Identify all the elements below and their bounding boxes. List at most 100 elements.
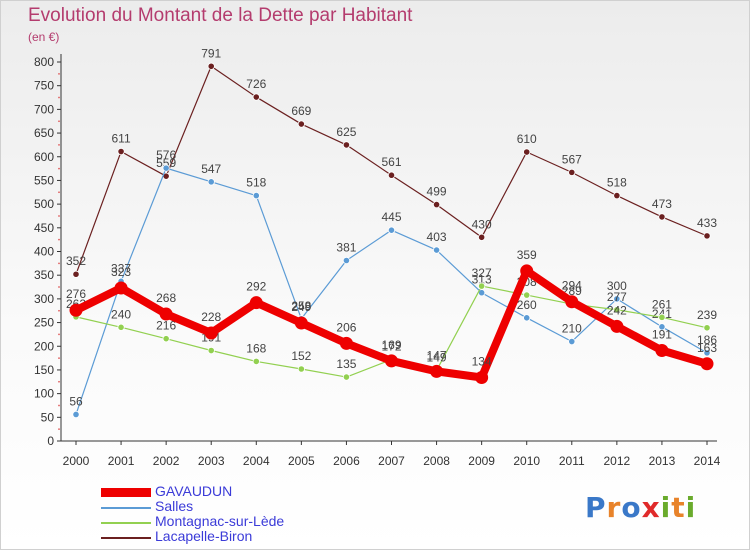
data-label: 147 bbox=[427, 348, 447, 362]
data-label: 327 bbox=[472, 266, 492, 280]
data-label: 499 bbox=[427, 185, 447, 199]
data-point bbox=[387, 226, 396, 234]
data-label: 249 bbox=[291, 300, 311, 314]
data-point bbox=[204, 326, 218, 340]
chart-title: Evolution du Montant de la Dette par Hab… bbox=[28, 5, 413, 26]
data-label: 149 bbox=[427, 350, 447, 364]
legend-label: Salles bbox=[155, 498, 194, 514]
y-tick-label: 650 bbox=[34, 126, 54, 140]
y-tick-label: 50 bbox=[41, 410, 55, 424]
y-tick-label: 550 bbox=[34, 173, 54, 187]
x-tick-label: 2012 bbox=[604, 454, 631, 468]
data-point bbox=[385, 354, 398, 368]
data-label: 403 bbox=[427, 230, 447, 244]
data-point bbox=[568, 337, 576, 346]
data-label: 323 bbox=[111, 265, 131, 279]
data-label: 359 bbox=[517, 248, 537, 262]
data-point bbox=[565, 295, 579, 309]
data-point bbox=[520, 264, 534, 278]
x-tick-label: 2008 bbox=[423, 454, 450, 468]
data-label: 276 bbox=[66, 287, 86, 301]
legend-swatch bbox=[101, 537, 151, 539]
y-minor-tick bbox=[58, 144, 60, 146]
proxiti-logo: Proxiti bbox=[585, 491, 696, 524]
data-label: 726 bbox=[246, 77, 266, 91]
y-tick-label: 450 bbox=[34, 221, 54, 235]
data-point bbox=[613, 306, 621, 314]
data-point bbox=[478, 233, 486, 241]
y-minor-tick bbox=[58, 333, 60, 336]
data-label: 186 bbox=[697, 333, 717, 347]
data-point bbox=[475, 371, 489, 385]
y-tick-label: 400 bbox=[34, 245, 54, 259]
data-label: 228 bbox=[201, 310, 221, 324]
data-label: 135 bbox=[336, 357, 356, 371]
data-point bbox=[114, 281, 128, 295]
y-tick-label: 250 bbox=[34, 316, 54, 330]
x-tick-label: 2011 bbox=[559, 454, 585, 468]
x-tick-label: 2013 bbox=[649, 454, 676, 468]
y-tick-label: 300 bbox=[34, 292, 54, 306]
data-point bbox=[249, 296, 263, 310]
data-point bbox=[162, 335, 170, 343]
data-label: 216 bbox=[156, 319, 176, 333]
data-label: 381 bbox=[336, 241, 356, 255]
y-tick-label: 750 bbox=[34, 79, 54, 93]
data-label: 433 bbox=[697, 216, 717, 230]
data-point bbox=[568, 168, 576, 176]
data-label: 134 bbox=[472, 355, 492, 369]
x-tick-label: 2000 bbox=[63, 454, 90, 468]
y-minor-tick bbox=[58, 238, 60, 241]
data-point bbox=[432, 200, 441, 209]
data-point bbox=[207, 62, 215, 70]
data-point bbox=[523, 148, 531, 156]
y-tick-label: 600 bbox=[34, 150, 54, 164]
data-point bbox=[342, 256, 351, 265]
data-point bbox=[297, 120, 305, 128]
data-point bbox=[162, 164, 170, 172]
data-point bbox=[72, 270, 80, 278]
data-label: 206 bbox=[336, 320, 356, 334]
data-label: 210 bbox=[562, 322, 582, 336]
data-label: 430 bbox=[472, 217, 492, 231]
chart-subtitle: (en €) bbox=[28, 30, 60, 44]
data-label: 277 bbox=[607, 290, 627, 304]
data-label: 191 bbox=[652, 328, 672, 342]
y-tick-label: 150 bbox=[34, 363, 54, 377]
y-minor-tick bbox=[58, 309, 60, 312]
y-tick-label: 800 bbox=[34, 55, 54, 69]
legend-label: Lacapelle-Biron bbox=[155, 528, 253, 544]
x-tick-label: 2009 bbox=[468, 454, 495, 468]
data-label: 172 bbox=[381, 340, 401, 354]
y-tick-label: 500 bbox=[34, 197, 54, 211]
data-point bbox=[117, 147, 125, 156]
y-minor-tick bbox=[58, 404, 60, 407]
y-minor-tick bbox=[58, 262, 60, 265]
data-point bbox=[294, 316, 308, 330]
data-point bbox=[117, 323, 125, 331]
logo-letter: t bbox=[671, 491, 686, 524]
data-label: 576 bbox=[156, 148, 176, 162]
data-label: 261 bbox=[652, 297, 672, 311]
data-label: 294 bbox=[562, 279, 582, 293]
x-tick-label: 2005 bbox=[288, 454, 315, 468]
data-point bbox=[430, 364, 444, 378]
data-point bbox=[297, 365, 305, 373]
data-point bbox=[610, 319, 624, 333]
y-minor-tick bbox=[58, 96, 60, 99]
data-label: 611 bbox=[112, 132, 131, 146]
y-minor-tick bbox=[58, 428, 60, 431]
y-tick-label: 200 bbox=[34, 339, 54, 353]
data-point bbox=[655, 344, 669, 358]
x-tick-label: 2004 bbox=[243, 454, 270, 468]
data-point bbox=[432, 246, 441, 254]
data-point bbox=[69, 303, 83, 317]
logo-letter: i bbox=[685, 491, 697, 524]
data-point bbox=[703, 324, 711, 332]
data-label: 292 bbox=[246, 280, 266, 294]
data-label: 352 bbox=[66, 254, 86, 268]
data-label: 300 bbox=[607, 279, 627, 293]
y-minor-tick bbox=[58, 72, 60, 75]
data-point bbox=[658, 313, 666, 321]
data-point bbox=[252, 93, 260, 101]
